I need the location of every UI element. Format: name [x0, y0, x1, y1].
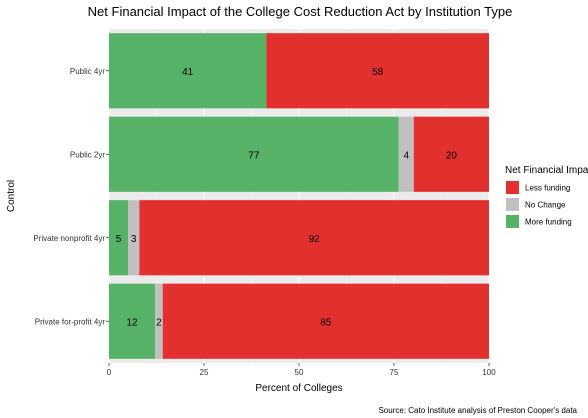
bar-value-label: 85	[320, 317, 332, 328]
bar-segment	[109, 116, 399, 192]
bar-value-label: 12	[126, 317, 138, 328]
bar-value-label: 92	[309, 234, 321, 245]
bar-segment	[109, 33, 267, 109]
bars: 41 58 77 4 20 5 3 92 12 2 85	[109, 33, 490, 359]
x-axis-label: Percent of Colleges	[255, 383, 342, 394]
legend-label: Less funding	[525, 184, 570, 193]
bar-segment	[109, 283, 156, 359]
x-tick-label: 100	[482, 368, 496, 377]
bar-segment	[128, 200, 140, 276]
y-axis-label: Control	[6, 180, 17, 212]
bar-segment	[155, 283, 163, 359]
legend-swatch	[506, 181, 519, 194]
bar-segment	[139, 200, 489, 276]
bar-value-label: 3	[131, 234, 137, 245]
chart-title: Net Financial Impact of the College Cost…	[88, 4, 513, 19]
x-tick-label: 0	[107, 368, 112, 377]
bar-value-label: 20	[446, 150, 458, 161]
bar-segment	[413, 116, 489, 192]
bar-value-label: 4	[403, 150, 409, 161]
x-tick-label: 50	[295, 368, 304, 377]
legend-label: More funding	[525, 218, 572, 227]
x-tick-label: 25	[200, 368, 209, 377]
bar-segment	[398, 116, 414, 192]
bar-value-label: 77	[248, 150, 260, 161]
x-tick-label: 75	[390, 368, 399, 377]
bar-value-label: 58	[372, 67, 384, 78]
bar-value-label: 2	[156, 317, 162, 328]
y-tick-label: Public 4yr	[70, 67, 105, 76]
bar-value-label: 5	[116, 234, 122, 245]
legend-swatch	[506, 198, 519, 211]
legend-swatch	[506, 215, 519, 228]
legend-label: No Change	[525, 201, 566, 210]
bar-segment	[162, 283, 490, 359]
legend-title: Net Financial Impa	[505, 165, 588, 176]
x-axis-ticks: 0 25 50 75 100	[107, 363, 496, 377]
y-tick-label: Private for-profit 4yr	[35, 317, 106, 326]
y-axis-ticks: Public 4yr Public 2yr Private nonprofit 4y…	[33, 67, 109, 326]
source-caption: Source: Cato Institute analysis of Prest…	[378, 406, 577, 415]
bar-value-label: 41	[182, 67, 194, 78]
bar-segment	[109, 200, 128, 276]
bar-segment	[266, 33, 489, 109]
y-tick-label: Public 2yr	[70, 150, 105, 159]
legend: Net Financial Impa Less funding No Change…	[505, 165, 588, 228]
y-tick-label: Private nonprofit 4yr	[33, 234, 105, 243]
